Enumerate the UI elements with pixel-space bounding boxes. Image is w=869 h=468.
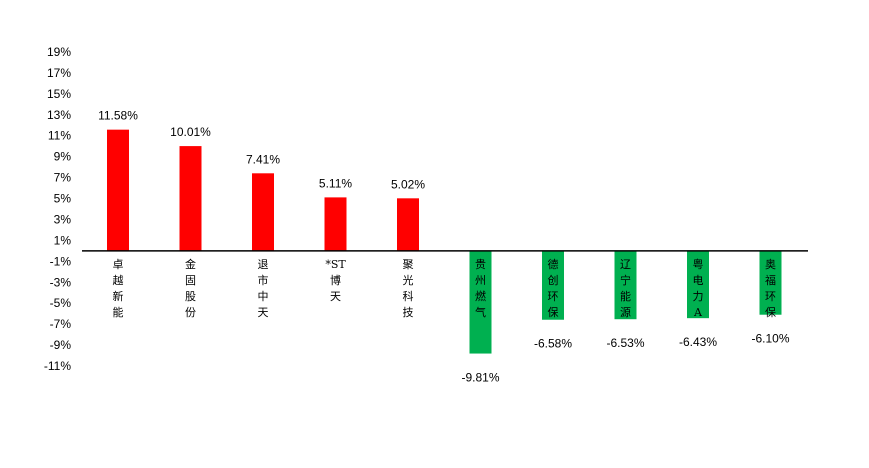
category-char: *ST bbox=[325, 258, 346, 271]
category-char: A bbox=[693, 306, 703, 319]
bar-9 bbox=[759, 250, 782, 315]
y-tick-label: 5% bbox=[54, 192, 72, 206]
y-tick-label: -3% bbox=[50, 275, 72, 289]
category-char: 力 bbox=[693, 290, 704, 303]
value-label-5: -9.81% bbox=[461, 371, 499, 385]
category-label-9: 奥福环保 bbox=[765, 257, 776, 319]
category-char: 德 bbox=[548, 257, 559, 271]
category-label-3: *ST 博天 bbox=[325, 258, 346, 303]
category-char: 天 bbox=[258, 306, 269, 319]
y-tick-label: 3% bbox=[54, 212, 72, 226]
y-tick-label: -7% bbox=[50, 317, 72, 331]
category-label-6: 德创环保 bbox=[548, 257, 559, 319]
value-labels: 11.58% 10.01% 7.41% 5.11% 5.02% -9.81% -6.58% -… bbox=[98, 109, 790, 385]
category-label-1: 金固股份 bbox=[185, 257, 196, 319]
value-label-6: -6.58% bbox=[534, 337, 572, 351]
category-label-4: 聚光科技 bbox=[403, 258, 414, 319]
category-char: 创 bbox=[548, 274, 559, 287]
y-tick-label: 7% bbox=[54, 171, 72, 185]
value-label-4: 5.02% bbox=[391, 177, 425, 191]
category-char: 卓 bbox=[113, 258, 124, 271]
y-tick-label: -5% bbox=[50, 296, 72, 310]
category-label-8: 粤电力 A bbox=[693, 257, 704, 319]
bar-0 bbox=[107, 129, 129, 251]
value-label-2: 7.41% bbox=[246, 152, 280, 166]
category-char: 环 bbox=[548, 290, 559, 303]
category-char: 电 bbox=[693, 274, 704, 287]
bars bbox=[107, 129, 782, 354]
bar-2 bbox=[252, 173, 274, 251]
category-char: 气 bbox=[475, 305, 486, 319]
category-char: 股 bbox=[185, 290, 196, 303]
value-label-8: -6.43% bbox=[679, 335, 717, 349]
category-char: 博 bbox=[330, 274, 341, 287]
category-char: 福 bbox=[765, 273, 776, 287]
category-char: 份 bbox=[185, 306, 196, 319]
category-char: 保 bbox=[548, 305, 559, 319]
category-char: 市 bbox=[258, 273, 269, 287]
category-char: 贵 bbox=[475, 258, 486, 271]
category-char: 聚 bbox=[403, 258, 414, 271]
y-tick-label: 15% bbox=[47, 87, 71, 101]
category-char: 环 bbox=[765, 290, 776, 303]
category-char: 能 bbox=[113, 305, 124, 319]
bar-5 bbox=[469, 250, 492, 354]
y-tick-label: -1% bbox=[50, 254, 72, 268]
category-char: 越 bbox=[113, 273, 124, 287]
y-axis-ticks: 19% 17% 15% 13% 11% 9% 7% 5% 3% 1% -1% -3% -5% -7% -9%… bbox=[44, 45, 71, 373]
y-tick-label: 1% bbox=[54, 233, 72, 247]
category-char: 源 bbox=[620, 305, 631, 319]
category-char: 天 bbox=[330, 290, 341, 303]
y-tick-label: 17% bbox=[47, 66, 71, 80]
category-char: 燃 bbox=[475, 289, 486, 303]
bar-8 bbox=[687, 250, 709, 319]
y-tick-label: 19% bbox=[47, 45, 71, 59]
y-tick-label: 9% bbox=[54, 150, 72, 164]
category-label-7: 辽宁能源 bbox=[620, 258, 631, 319]
category-char: 技 bbox=[403, 306, 414, 319]
category-char: 奥 bbox=[765, 257, 776, 271]
bar-1 bbox=[179, 146, 202, 251]
category-char: 光 bbox=[403, 273, 414, 287]
category-char: 能 bbox=[620, 289, 631, 303]
category-char: 退 bbox=[258, 258, 269, 271]
value-label-7: -6.53% bbox=[606, 336, 644, 350]
value-label-3: 5.11% bbox=[319, 176, 352, 190]
bar-4 bbox=[397, 198, 419, 251]
value-label-1: 10.01% bbox=[170, 125, 211, 139]
category-char: 中 bbox=[258, 290, 269, 303]
category-char: 州 bbox=[475, 274, 486, 287]
bar-6 bbox=[542, 250, 564, 320]
category-label-5: 贵州燃气 bbox=[475, 258, 486, 319]
category-char: 金 bbox=[185, 257, 196, 271]
category-char: 科 bbox=[403, 289, 414, 303]
y-tick-label: 13% bbox=[47, 108, 71, 122]
y-tick-label: -11% bbox=[44, 359, 71, 373]
value-label-0: 11.58% bbox=[98, 109, 138, 123]
bar-3 bbox=[324, 197, 347, 251]
value-label-9: -6.10% bbox=[751, 332, 789, 346]
category-char: 粤 bbox=[693, 257, 704, 271]
category-char: 辽 bbox=[620, 258, 631, 271]
category-char: 宁 bbox=[620, 273, 631, 287]
y-tick-label: 11% bbox=[48, 129, 71, 143]
category-label-2: 退市中天 bbox=[258, 258, 269, 319]
category-char: 新 bbox=[113, 289, 124, 303]
category-char: 保 bbox=[765, 305, 776, 319]
bar-7 bbox=[614, 250, 637, 320]
category-label-0: 卓越新能 bbox=[113, 258, 124, 319]
category-char: 固 bbox=[185, 274, 196, 287]
y-tick-label: -9% bbox=[50, 338, 72, 352]
